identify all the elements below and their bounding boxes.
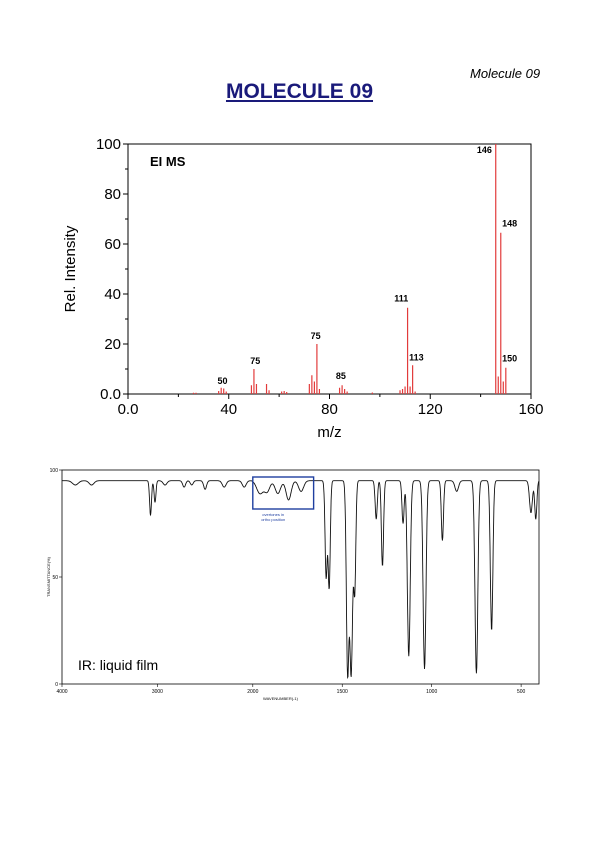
- ms-y-tick-label: 40: [104, 286, 121, 303]
- ir-y-tick-label: 100: [50, 468, 59, 474]
- ms-x-axis-title: m/z: [317, 424, 341, 441]
- ir-y-tick-label: 0: [55, 682, 58, 688]
- ir-plot-frame: [61, 469, 540, 685]
- ir-overtone-box: [252, 476, 315, 510]
- ms-peak-label: 85: [336, 371, 346, 381]
- ms-x-tick-label: 0.0: [118, 401, 139, 418]
- ms-peak-label: 146: [477, 145, 492, 155]
- ir-x-tick-label: 1500: [337, 689, 348, 695]
- ms-y-tick-label: 80: [104, 186, 121, 203]
- ms-y-tick-label: 100: [96, 136, 121, 153]
- ir-spectrum-line: [62, 480, 540, 680]
- ir-overtone-note: overtones in: [262, 512, 284, 517]
- ms-peak-label: 50: [217, 376, 227, 386]
- ir-x-tick-label: 1000: [426, 689, 437, 695]
- ir-x-tick-label: 3000: [152, 689, 163, 695]
- ms-chart: 0.0 20 40 60 80 100 0.0 40 80 120 160 m/z Rel. Inten…: [62, 136, 544, 441]
- ir-x-tick-label: 4000: [56, 689, 67, 695]
- ir-x-tick-label: 2000: [247, 689, 258, 695]
- ir-y-axis-title: TRANSMITTANCE(%): [46, 556, 51, 597]
- ms-peak-label: 148: [502, 219, 517, 229]
- ms-peak-label: 113: [409, 352, 424, 362]
- ms-y-tick-label: 20: [104, 336, 121, 353]
- ms-y-tick-label: 60: [104, 236, 121, 253]
- ms-y-tick-label: 0.0: [100, 386, 121, 403]
- corner-label: Molecule 09: [470, 66, 541, 81]
- ms-y-axis-title: Rel. Intensity: [62, 225, 79, 312]
- page-title: MOLECULE 09: [225, 80, 374, 103]
- ms-x-tick-label: 80: [321, 401, 338, 418]
- ir-inset-title: IR: liquid film: [78, 657, 158, 673]
- ms-plot-frame: [127, 143, 532, 395]
- ms-peak-label: 111: [394, 294, 408, 304]
- ms-peak-label: 75: [311, 331, 321, 341]
- ir-y-tick-label: 50: [52, 575, 58, 581]
- ir-x-axis-title: WAVENUMBER(-1): [263, 696, 299, 701]
- ir-chart: 0 50 100 4000 3000 2000 1500 1000 500 WAVENUMBER(…: [46, 468, 540, 701]
- ms-peak-label: 75: [250, 356, 260, 366]
- ms-x-tick-label: 40: [220, 401, 237, 418]
- ms-x-tick-label: 160: [518, 401, 543, 418]
- ms-x-tick-label: 120: [418, 401, 443, 418]
- ir-x-tick-label: 500: [517, 689, 526, 695]
- ms-inset-title: EI MS: [150, 154, 186, 169]
- ir-overtone-note: ortho position: [261, 517, 285, 522]
- ms-peak-label: 150: [502, 354, 517, 364]
